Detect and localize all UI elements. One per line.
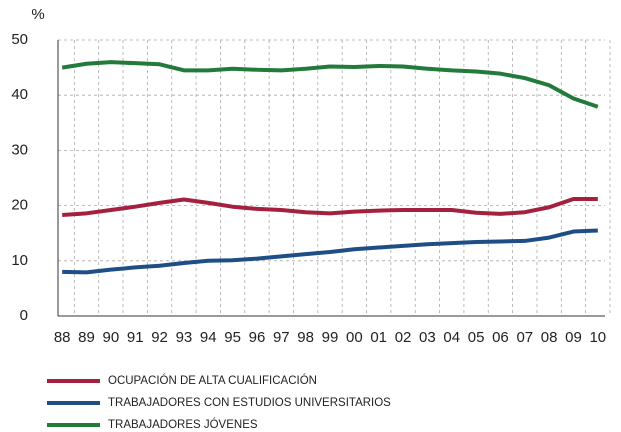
x-tick-label: 98 bbox=[297, 329, 314, 346]
y-tick-label: 40 bbox=[11, 86, 28, 103]
x-tick-label: 89 bbox=[78, 329, 95, 346]
x-tick-label: 10 bbox=[589, 329, 606, 346]
x-tick-label: 96 bbox=[249, 329, 266, 346]
x-tick-label: 07 bbox=[516, 329, 533, 346]
legend-label: TRABAJADORES JÓVENES bbox=[108, 418, 258, 431]
y-tick-label: 10 bbox=[11, 252, 28, 269]
series-line bbox=[61, 60, 599, 109]
x-tick-label: 95 bbox=[224, 329, 241, 346]
legend-label: TRABAJADORES CON ESTUDIOS UNIVERSITARIOS bbox=[108, 397, 391, 409]
y-tick-label: 30 bbox=[11, 141, 28, 158]
x-tick-label: 97 bbox=[273, 329, 290, 346]
y-tick-label: 20 bbox=[11, 197, 28, 214]
series-line bbox=[62, 196, 598, 217]
x-tick-label: 08 bbox=[541, 329, 558, 346]
legend-label: OCUPACIÓN DE ALTA CUALIFICACIÓN bbox=[108, 374, 317, 387]
x-tick-label: 02 bbox=[395, 329, 412, 346]
x-tick-label: 91 bbox=[127, 329, 144, 346]
x-tick-label: 90 bbox=[103, 329, 120, 346]
x-tick-label: 09 bbox=[565, 329, 582, 346]
x-tick-label: 00 bbox=[346, 329, 363, 346]
y-tick-label: 50 bbox=[11, 31, 28, 48]
x-tick-label: 01 bbox=[370, 329, 387, 346]
x-tick-label: 03 bbox=[419, 329, 436, 346]
x-tick-label: 92 bbox=[151, 329, 168, 346]
y-tick-label: 0 bbox=[20, 307, 28, 324]
x-tick-label: 06 bbox=[492, 329, 509, 346]
y-axis-label: % bbox=[31, 6, 44, 23]
x-tick-label: 93 bbox=[176, 329, 193, 346]
x-tick-label: 05 bbox=[468, 329, 485, 346]
x-tick-label: 04 bbox=[443, 329, 460, 346]
series-line bbox=[62, 228, 598, 275]
x-tick-label: 94 bbox=[200, 329, 217, 346]
x-tick-label: 88 bbox=[54, 329, 71, 346]
x-tick-label: 99 bbox=[322, 329, 339, 346]
